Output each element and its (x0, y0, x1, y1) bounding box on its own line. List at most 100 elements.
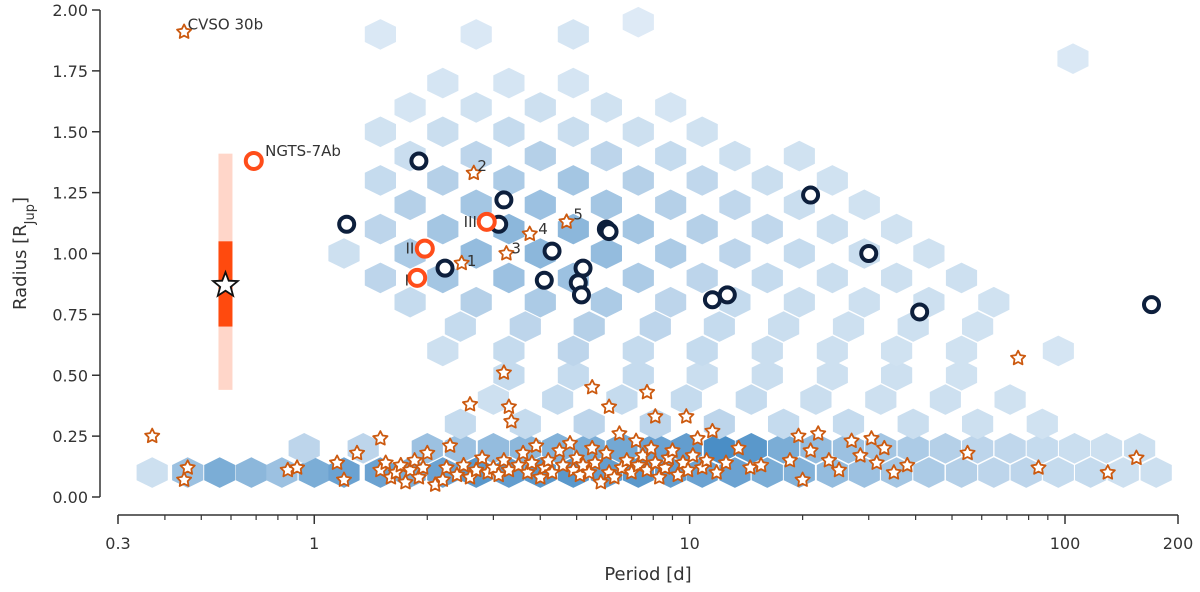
young-planet-marker (647, 408, 664, 424)
young-planet-marker (568, 449, 585, 465)
young-planet-marker (601, 398, 618, 414)
ring-layer (243, 150, 1162, 322)
young-planet-marker (503, 413, 520, 429)
young-planet-marker (899, 456, 916, 473)
young-planet-marker (558, 213, 575, 229)
young-planet-marker (584, 379, 601, 395)
y-tick-label: 0.25 (52, 427, 88, 446)
young-planet-marker (455, 456, 472, 473)
hexbin-cell (622, 6, 654, 38)
highlighted-planet-marker (407, 267, 428, 288)
young-planet-marker (372, 430, 389, 446)
young-planet-marker (515, 444, 532, 461)
hexbin-cell (832, 408, 865, 440)
young-planet-marker (669, 466, 686, 483)
hexbin-cell (288, 433, 320, 464)
hexbin-cell (622, 359, 654, 391)
young-planet-marker (680, 461, 696, 478)
hexbin-cell (524, 92, 556, 123)
young-planet-marker (468, 461, 485, 478)
hexbin-cell (590, 189, 622, 221)
hexbin-cell (816, 213, 848, 245)
x-tick-label: 1 (309, 534, 319, 553)
young-planet-marker (544, 464, 561, 480)
y-tick-label: 1.50 (52, 123, 88, 142)
known-planet-marker (435, 258, 455, 278)
hexbin-cell (444, 408, 476, 440)
hexbin-cell (235, 457, 267, 488)
hexbin-cell (493, 116, 525, 148)
hexbin-cell (364, 116, 396, 148)
x-tick-label: 100 (1050, 534, 1081, 553)
y-tick-label: 1.00 (52, 245, 88, 264)
hexbin-cell (460, 19, 492, 50)
hexbin-cell (1057, 43, 1089, 74)
young-planet-marker (438, 459, 455, 475)
y-tick-label: 1.75 (52, 62, 88, 81)
y-tick-label: 1.25 (52, 184, 88, 203)
x-tick-label: 0.3 (105, 534, 130, 553)
x-axis-title: Period [d] (604, 564, 691, 585)
hexbin-cell (1075, 457, 1107, 488)
hexbin-cell (848, 286, 880, 318)
young-planet-marker (628, 432, 645, 448)
y-ticks: 0.00 0.25 0.50 0.75 1.00 1.25 1.50 1.75 2.00 (52, 1, 100, 507)
hexbin-cell (298, 457, 330, 488)
young-planet-marker (176, 471, 193, 487)
hexbin-cell (1090, 433, 1123, 464)
hexbin-cell (427, 213, 459, 245)
annotation-label: CVSO 30b (188, 16, 263, 34)
hexbin-cell (816, 335, 848, 367)
young-planet-marker (474, 449, 491, 465)
young-planet-marker (1010, 349, 1027, 366)
hexbin-cell (735, 384, 767, 415)
hexbin-cell (444, 433, 476, 464)
hexbin-cell (768, 311, 800, 342)
hexbin-cell (427, 116, 459, 148)
young-planet-marker (790, 427, 807, 444)
young-planet-marker (406, 452, 423, 468)
hexbin-cell (897, 433, 929, 464)
hexbin-cell (865, 384, 897, 415)
young-planet-marker (575, 456, 592, 473)
hexbin-cell (768, 408, 800, 440)
hexbin-cell (590, 238, 622, 269)
hexbin-cell (573, 311, 605, 342)
young-planet-layer (144, 23, 1145, 492)
young-planet-marker (598, 444, 615, 461)
highlighted-planet-marker (243, 150, 264, 171)
hexbin-cell (848, 189, 880, 221)
young-planet-marker (730, 439, 747, 456)
known-planet-marker (801, 185, 821, 205)
hexbin-cell (751, 165, 783, 196)
hexbin-cell (686, 262, 718, 294)
hexbin-cell (1042, 457, 1074, 488)
hexbin-cell (557, 165, 589, 196)
young-planet-marker (402, 461, 419, 478)
young-planet-marker (885, 464, 902, 480)
hexbin-cell (913, 457, 945, 488)
known-planet-marker (573, 258, 593, 278)
young-planet-marker (843, 432, 860, 448)
young-planet-marker (718, 454, 734, 470)
x-tick-label: 200 (1163, 534, 1194, 553)
hexbin-cell (427, 67, 459, 99)
hexbin-cell (1026, 433, 1058, 464)
hexbin-cell (622, 165, 654, 196)
hexbin-cell (816, 359, 848, 391)
known-planet-marker (910, 302, 930, 322)
hexbin-cell (557, 116, 589, 148)
hexbin-cell (364, 19, 396, 50)
known-planet-marker (534, 270, 554, 290)
hexbin-cell (328, 238, 360, 269)
hexbin-cell (751, 213, 783, 245)
y-tick-label: 2.00 (52, 1, 88, 20)
young-planet-marker (462, 396, 479, 412)
known-planet-marker (1142, 295, 1162, 315)
annotation-label: II (405, 240, 414, 258)
hexbin-cell (590, 92, 622, 123)
y-tick-label: 0.00 (52, 488, 88, 507)
hexbin-cell (509, 408, 541, 440)
hexbin-cell (622, 335, 654, 367)
